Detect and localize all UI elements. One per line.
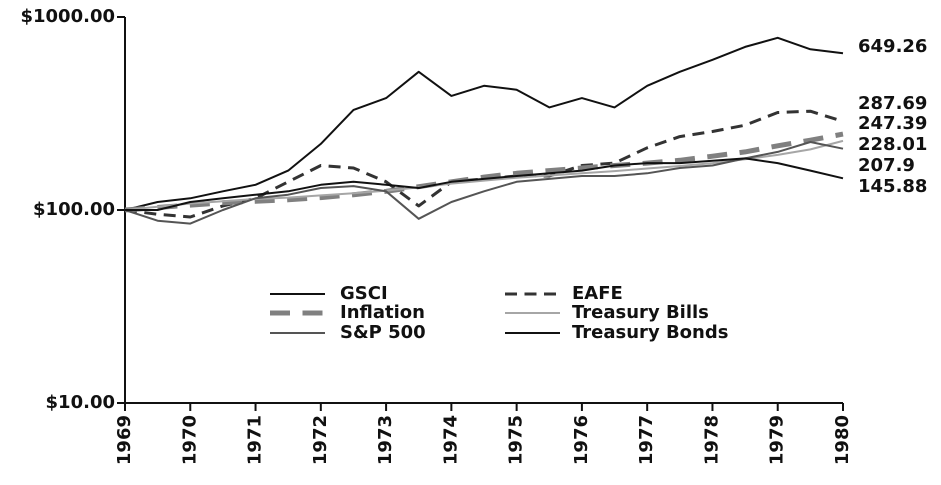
x-tick-label: 1974: [440, 415, 461, 465]
y-tick-label: $10.00: [46, 392, 115, 413]
series-line: [124, 109, 844, 219]
x-tick-label: 1978: [701, 415, 722, 465]
x-tick-label: 1977: [636, 415, 657, 465]
y-tick-label: $100.00: [33, 199, 115, 220]
end-value-label: 207.9: [858, 155, 915, 176]
y-tick-label: $1000.00: [20, 6, 115, 27]
end-value-label: 228.01: [858, 134, 927, 155]
series-line: [124, 131, 844, 213]
series-line: [125, 157, 844, 211]
legend-label: Inflation: [340, 302, 425, 323]
x-tick-label: 1969: [114, 415, 135, 465]
x-tick-label: 1972: [310, 415, 331, 465]
x-tick-label: 1973: [375, 415, 396, 465]
x-tick-label: 1979: [767, 415, 788, 465]
legend-label: Treasury Bonds: [572, 322, 728, 343]
end-value-label: 247.39: [858, 113, 927, 134]
end-value-label: 287.69: [858, 93, 927, 114]
series-line: [124, 36, 844, 211]
x-tick-label: 1971: [245, 415, 266, 465]
x-tick-label: 1980: [832, 415, 853, 465]
legend-label: Treasury Bills: [572, 302, 709, 323]
x-tick-label: 1975: [506, 415, 527, 465]
legend-label: EAFE: [572, 283, 623, 304]
legend-label: GSCI: [340, 283, 388, 304]
series-line: [124, 139, 844, 211]
x-tick-label: 1976: [571, 415, 592, 465]
x-tick-label: 1970: [179, 415, 200, 465]
series-line: [124, 141, 844, 225]
end-value-label: 145.88: [858, 176, 927, 197]
end-value-label: 649.26: [858, 36, 927, 57]
legend-label: S&P 500: [340, 322, 426, 343]
